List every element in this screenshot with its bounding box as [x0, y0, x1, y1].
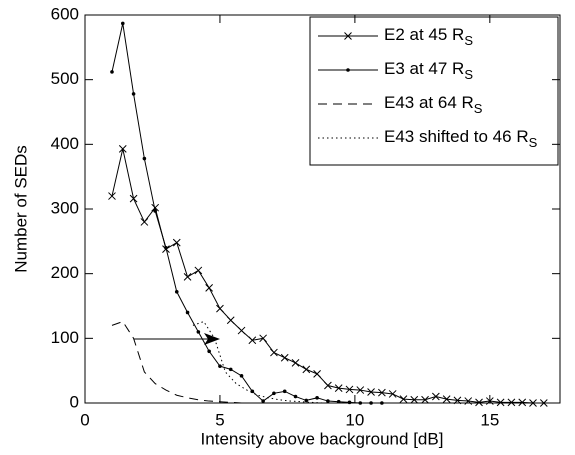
x-marker — [172, 238, 181, 247]
x-marker — [388, 390, 397, 398]
x-marker — [496, 398, 505, 407]
x-marker — [421, 395, 429, 404]
x-marker — [226, 316, 235, 325]
dot-marker — [369, 401, 373, 405]
dot-marker — [239, 374, 244, 378]
x-marker — [118, 145, 127, 153]
x-marker — [356, 386, 365, 394]
x-marker — [237, 326, 246, 335]
legend-label: E2 at 45 RS — [384, 25, 473, 48]
series-line — [111, 148, 544, 404]
x-marker — [129, 194, 138, 203]
dot-marker — [228, 367, 233, 372]
x-marker — [529, 399, 537, 407]
x-marker — [410, 395, 419, 404]
x-marker — [302, 365, 311, 374]
x-marker — [151, 203, 160, 212]
dot-marker — [282, 389, 287, 394]
dot-marker — [120, 21, 125, 26]
legend-box — [309, 16, 559, 166]
series-line — [192, 320, 323, 404]
dot-marker — [358, 401, 363, 405]
x-marker — [313, 370, 321, 378]
dot-marker — [326, 399, 330, 403]
y-tick-label: 400 — [51, 134, 79, 153]
y-tick-label: 200 — [51, 263, 79, 282]
y-tick-label: 600 — [51, 4, 79, 23]
dot-marker — [261, 399, 265, 403]
x-marker — [205, 284, 214, 292]
shift-arrow-head — [204, 333, 220, 345]
x-marker — [464, 397, 473, 405]
x-marker — [183, 273, 192, 281]
y-tick-label: 0 — [70, 392, 79, 411]
y-tick-label: 100 — [51, 328, 79, 347]
x-marker — [399, 395, 408, 403]
dot-marker — [347, 400, 352, 405]
dot-marker — [153, 209, 157, 213]
y-tick-label: 500 — [51, 69, 79, 88]
x-tick-label: 15 — [480, 410, 499, 429]
x-marker — [259, 334, 267, 343]
x-marker — [108, 192, 116, 200]
dot-marker — [250, 389, 255, 394]
x-tick-label: 10 — [345, 410, 364, 429]
x-marker — [507, 398, 516, 407]
dot-marker — [131, 92, 136, 96]
dot-marker — [142, 156, 147, 161]
x-marker — [431, 392, 440, 401]
dot-marker — [185, 310, 190, 315]
x-marker — [291, 359, 300, 367]
x-marker — [280, 353, 289, 362]
x-tick-label: 5 — [215, 410, 224, 429]
x-marker — [140, 218, 149, 226]
legend-label: E43 at 64 RS — [384, 93, 483, 116]
x-marker — [475, 398, 483, 407]
dot-marker — [218, 364, 222, 368]
dot-marker — [272, 391, 276, 396]
x-marker — [216, 304, 224, 313]
x-marker — [485, 397, 494, 405]
dot-marker — [380, 401, 384, 405]
x-marker — [345, 385, 354, 394]
x-marker — [324, 381, 332, 390]
x-marker — [367, 388, 375, 396]
x-tick-label: 0 — [80, 410, 89, 429]
legend-label: E43 shifted to 46 RS — [384, 127, 538, 150]
dot-marker — [110, 70, 114, 74]
dot-marker — [196, 330, 201, 334]
x-marker — [518, 398, 527, 407]
y-axis-label: Number of SEDs — [11, 145, 30, 273]
y-tick-label: 300 — [51, 198, 79, 217]
x-marker — [539, 399, 548, 407]
x-marker — [442, 395, 451, 403]
x-marker — [248, 336, 257, 345]
x-marker — [453, 396, 462, 405]
dot-marker — [174, 289, 179, 294]
x-axis-label: Intensity above background [dB] — [201, 429, 444, 448]
dot-marker — [304, 398, 309, 403]
dot-marker — [164, 246, 168, 250]
dot-marker — [293, 394, 298, 399]
x-marker — [334, 384, 343, 392]
series-line — [111, 23, 382, 404]
x-marker — [194, 266, 203, 275]
legend-label: E3 at 47 RS — [384, 59, 473, 82]
dot-marker — [346, 68, 350, 72]
dot-marker — [336, 399, 341, 404]
dot-marker — [207, 349, 211, 354]
x-marker — [344, 32, 352, 40]
dot-marker — [315, 396, 319, 400]
series-line — [111, 320, 264, 404]
x-marker — [270, 348, 278, 357]
x-marker — [378, 388, 386, 397]
